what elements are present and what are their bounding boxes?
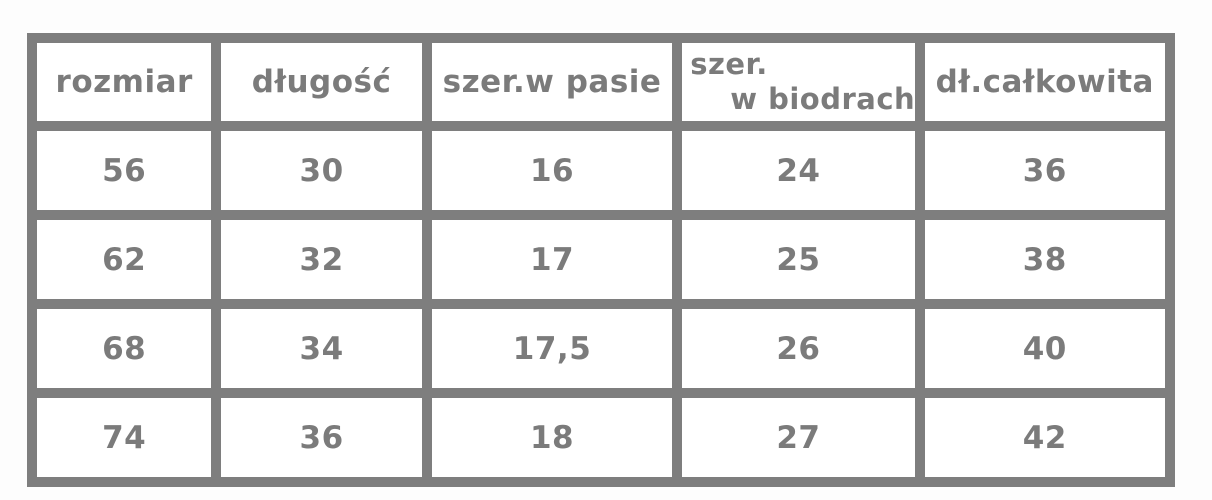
cell-dlugosc: 36 (211, 388, 432, 487)
column-header-szer-w-biodrach: szer. w biodrach (672, 33, 925, 131)
column-header-dlugosc: długość (211, 33, 432, 131)
cell-rozmiar: 56 (26, 121, 222, 220)
cell-dlugosc: 34 (211, 299, 432, 398)
cell-szer-w-pasie: 18 (421, 388, 683, 487)
cell-rozmiar: 62 (26, 210, 222, 309)
cell-dl-calkowita: 38 (914, 210, 1176, 309)
cell-szer-w-pasie: 16 (421, 121, 683, 220)
header-line-1: szer. (690, 47, 768, 81)
column-header-dl-calkowita: dł.całkowita (914, 33, 1176, 131)
table-row-size-56: 56 30 16 24 36 (26, 121, 1176, 220)
table-row-size-74: 74 36 18 27 42 (26, 388, 1176, 487)
cell-rozmiar: 68 (26, 299, 222, 398)
cell-dl-calkowita: 40 (914, 299, 1176, 398)
cell-szer-w-pasie: 17,5 (421, 299, 683, 398)
column-header-rozmiar: rozmiar (26, 33, 222, 131)
column-header-szer-w-pasie: szer.w pasie (421, 33, 683, 131)
cell-rozmiar: 74 (26, 388, 222, 487)
cell-dlugosc: 32 (211, 210, 432, 309)
cell-szer-w-biodrach: 26 (672, 299, 925, 398)
table-row-size-62: 62 32 17 25 38 (26, 210, 1176, 309)
cell-dl-calkowita: 36 (914, 121, 1176, 220)
cell-dl-calkowita: 42 (914, 388, 1176, 487)
table-row-size-68: 68 34 17,5 26 40 (26, 299, 1176, 398)
cell-dlugosc: 30 (211, 121, 432, 220)
cell-szer-w-biodrach: 24 (672, 121, 925, 220)
size-chart-table: rozmiar długość szer.w pasie szer. w bio… (26, 33, 1176, 487)
cell-szer-w-biodrach: 27 (672, 388, 925, 487)
header-line-2: w biodrach (730, 82, 916, 116)
cell-szer-w-pasie: 17 (421, 210, 683, 309)
cell-szer-w-biodrach: 25 (672, 210, 925, 309)
header-row: rozmiar długość szer.w pasie szer. w bio… (26, 33, 1176, 131)
